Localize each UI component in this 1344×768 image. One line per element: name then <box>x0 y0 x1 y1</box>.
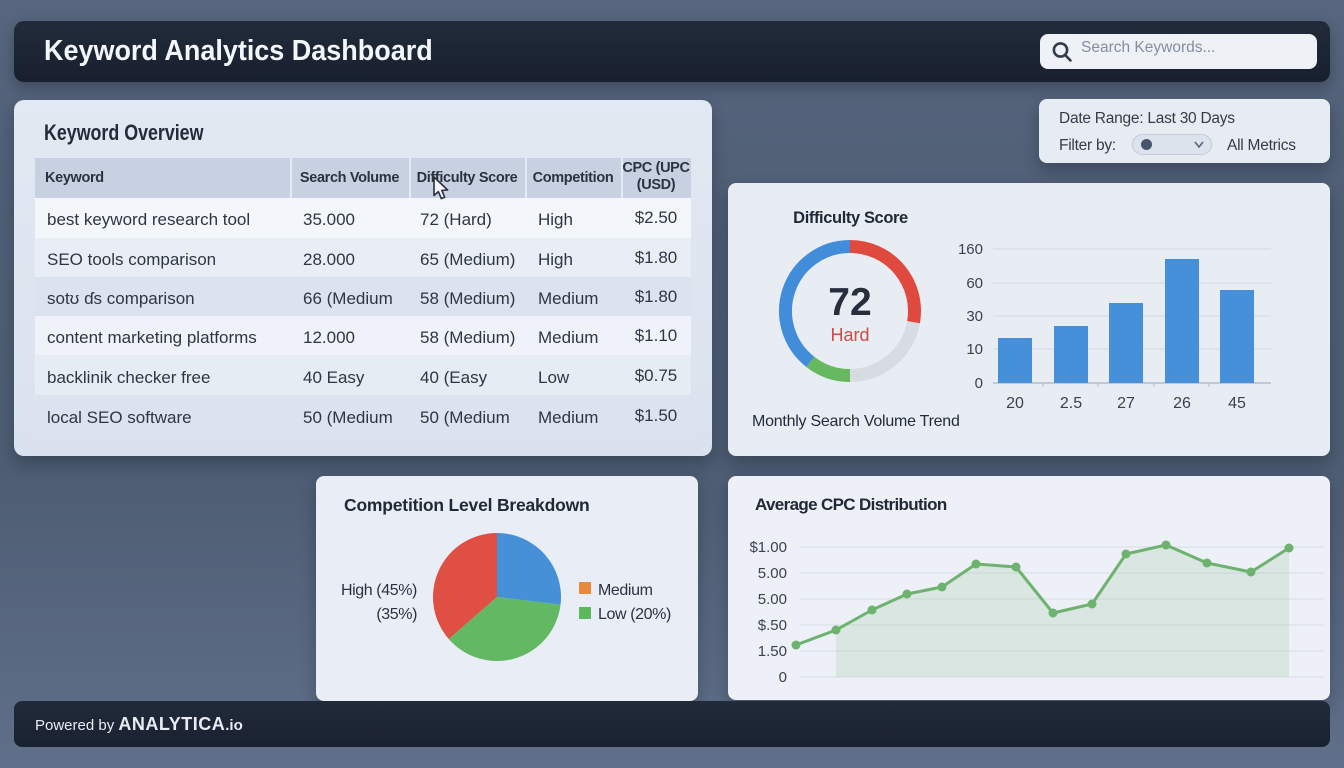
svg-text:27: 27 <box>1117 395 1135 412</box>
svg-text:20: 20 <box>1006 395 1024 412</box>
svg-text:5.00: 5.00 <box>758 565 787 582</box>
svg-text:10: 10 <box>966 341 983 358</box>
svg-text:30: 30 <box>966 308 983 325</box>
svg-text:45: 45 <box>1228 395 1246 412</box>
svg-text:$.50: $.50 <box>758 617 787 634</box>
svg-text:1.50: 1.50 <box>758 643 787 660</box>
svg-text:160: 160 <box>958 241 983 258</box>
svg-text:26: 26 <box>1173 395 1191 412</box>
svg-text:2.5: 2.5 <box>1060 395 1082 412</box>
svg-text:60: 60 <box>966 275 983 292</box>
svg-text:5.00: 5.00 <box>758 591 787 608</box>
svg-text:0: 0 <box>975 375 983 392</box>
svg-text:0: 0 <box>779 669 787 686</box>
svg-text:$1.00: $1.00 <box>749 539 787 556</box>
